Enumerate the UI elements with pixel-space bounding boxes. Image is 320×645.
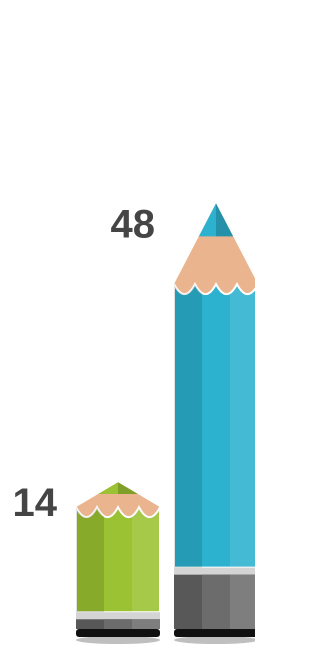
pencil-ferrule-stripe — [202, 575, 230, 629]
pencil-eraser — [76, 629, 160, 637]
value-label: 14 — [13, 481, 58, 525]
pencil-ferrule-band — [174, 568, 255, 575]
pencil — [76, 482, 160, 644]
pencil-ferrule-band — [76, 612, 160, 619]
pencil-shadow — [76, 636, 160, 644]
chart: 14 48 — [0, 0, 255, 645]
pencil-tip-shade — [118, 482, 138, 494]
pencil-ferrule-stripe — [104, 619, 132, 629]
pencil-ferrule-stripe — [230, 575, 255, 629]
pencil-shadow — [174, 636, 255, 644]
pencil-eraser — [174, 629, 255, 637]
value-label: 48 — [111, 202, 156, 246]
pencil-ferrule-stripe — [132, 619, 160, 629]
pencil — [174, 203, 255, 644]
page: {"chart_data": {"type": "bar", "values":… — [0, 0, 255, 645]
